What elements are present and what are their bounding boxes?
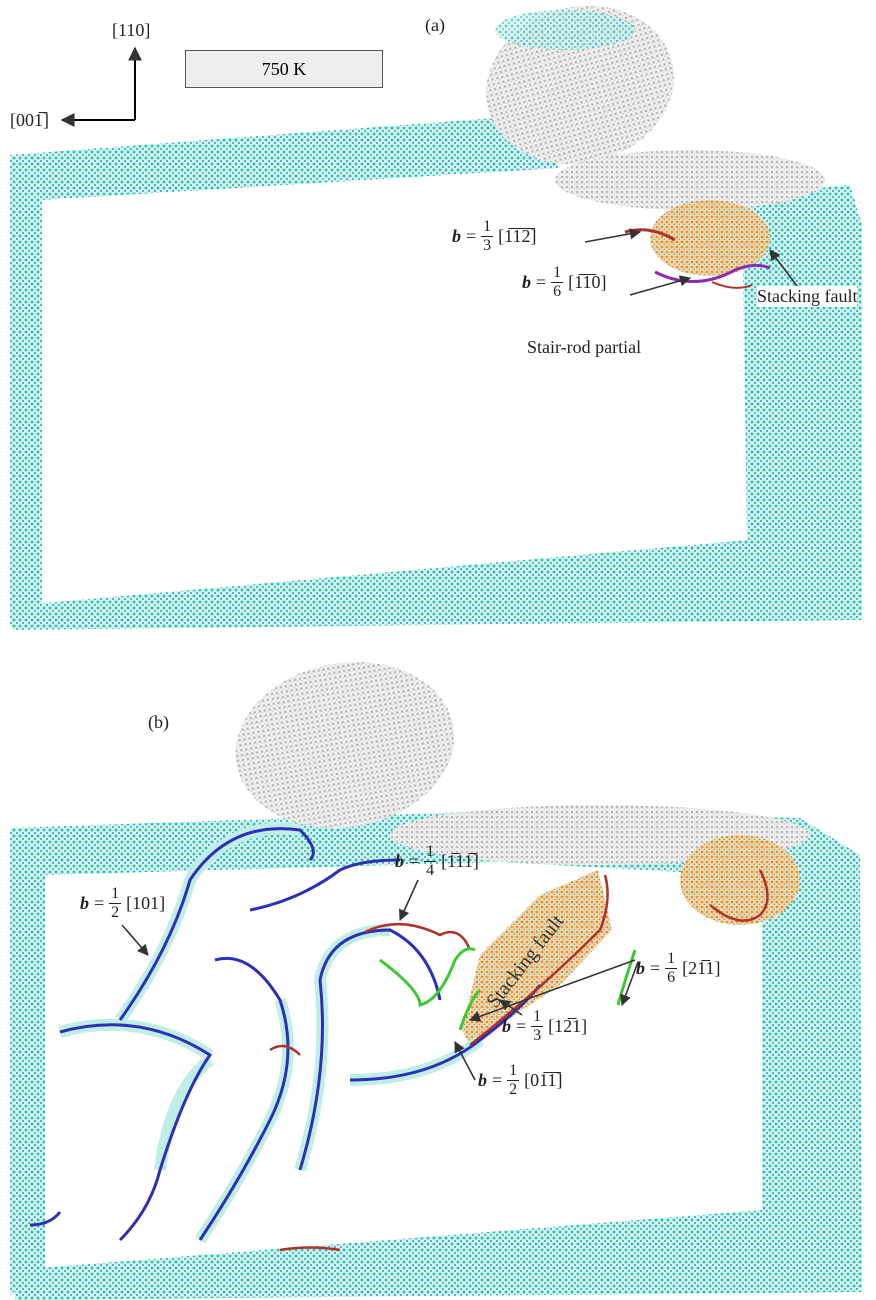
numerator: 1 <box>531 1008 543 1027</box>
slab-bottom <box>15 1210 862 1300</box>
pile-up <box>555 150 825 210</box>
slab-left <box>10 155 42 628</box>
arrow <box>630 278 690 295</box>
relation: = <box>409 851 419 872</box>
slab-top <box>10 118 560 200</box>
symbol: b <box>502 1016 511 1037</box>
dislocation-line <box>60 1025 210 1240</box>
numerator: 1 <box>551 264 563 283</box>
temperature-box: 750 K <box>185 50 383 88</box>
arrow <box>585 232 640 242</box>
slab-bottom <box>12 540 862 630</box>
denominator: 3 <box>483 237 491 255</box>
symbol: b <box>478 1070 487 1091</box>
symbol: b <box>452 226 461 247</box>
relation: = <box>492 1070 502 1091</box>
direction: [101] <box>126 893 165 914</box>
relation: = <box>536 272 546 293</box>
dislocation-line <box>380 949 475 1005</box>
direction: [1̅1̅2̅] <box>498 226 536 247</box>
denominator: 6 <box>667 969 675 987</box>
symbol: b <box>636 958 645 979</box>
panel-label: (a) <box>425 15 445 36</box>
panel-label: (b) <box>148 712 169 733</box>
relation: = <box>650 958 660 979</box>
numerator: 1 <box>507 1062 519 1081</box>
direction: [12̅1] <box>548 1016 587 1037</box>
numerator: 1 <box>424 843 436 862</box>
numerator: 1 <box>109 885 121 904</box>
symbol: b <box>395 851 404 872</box>
arrow <box>400 880 418 920</box>
direction: [01̅1̅] <box>524 1070 562 1091</box>
figure-canvas: Stacking fault <box>0 0 876 1300</box>
direction: [1̅11̅] <box>441 851 479 872</box>
denominator: 2 <box>111 904 119 922</box>
direction: [1̅1̅0] <box>568 272 606 293</box>
axis-up-label: [110] <box>112 20 150 41</box>
denominator: 3 <box>533 1027 541 1045</box>
numerator: 1 <box>481 218 493 237</box>
arrow <box>122 925 148 955</box>
symbol: b <box>80 893 89 914</box>
temperature: 750 K <box>262 59 307 80</box>
pile-up-crystal <box>495 10 635 50</box>
stacking-fault-label: Stacking fault <box>757 286 857 307</box>
direction: [21̅1] <box>682 958 720 979</box>
relation: = <box>466 226 476 247</box>
relation: = <box>516 1016 526 1037</box>
stair-rod-label: Stair-rod partial <box>527 337 641 358</box>
figure: Stacking fault [110] [001̅] 750 K (a) b=… <box>0 0 876 1300</box>
symbol: b <box>522 272 531 293</box>
numerator: 1 <box>665 950 677 969</box>
denominator: 6 <box>553 283 561 301</box>
axis-left-label: [001̅] <box>10 110 49 131</box>
stacking-fault-region <box>680 835 800 925</box>
relation: = <box>94 893 104 914</box>
denominator: 2 <box>509 1081 517 1099</box>
denominator: 4 <box>426 862 434 880</box>
